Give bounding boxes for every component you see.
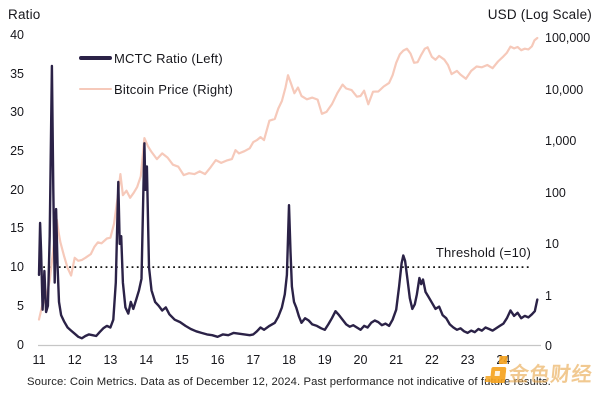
left-axis-title: Ratio (8, 7, 41, 22)
bitcoin-price-line (37, 36, 539, 321)
right-axis-tick: 100 (545, 185, 566, 200)
left-axis-tick: 0 (17, 337, 24, 352)
x-axis-tick: 19 (317, 353, 332, 367)
right-axis-tick: 1 (545, 289, 552, 303)
x-axis-tick: 13 (103, 353, 118, 367)
legend-item-mctc-ratio: MCTC Ratio (Left) (79, 49, 233, 67)
right-axis-tick: 10 (545, 237, 559, 252)
jinse-finance-logo-icon (484, 356, 508, 383)
x-axis-tick: 15 (174, 353, 189, 367)
left-axis-tick: 5 (17, 298, 24, 313)
bitcoin-price-line-swatch (79, 87, 112, 91)
source-note: Source: Coin Metrics. Data as of Decembe… (27, 376, 551, 388)
left-axis-tick: 15 (10, 221, 24, 236)
x-axis-tick: 23 (460, 353, 475, 367)
x-axis-tick: 12 (67, 353, 82, 367)
legend: MCTC Ratio (Left) Bitcoin Price (Right) (79, 49, 233, 111)
right-axis-tick: 0 (545, 338, 552, 353)
threshold-annotation: Threshold (=10) (435, 245, 531, 260)
legend-label: MCTC Ratio (Left) (114, 50, 223, 66)
left-axis-tick: 30 (10, 105, 24, 120)
x-axis-tick: 16 (210, 353, 225, 367)
x-axis-tick: 20 (353, 353, 368, 367)
x-axis-tick: 17 (246, 353, 261, 367)
x-axis-tick: 14 (139, 353, 154, 367)
legend-label: Bitcoin Price (Right) (114, 81, 234, 97)
x-axis-tick: 11 (32, 353, 46, 367)
left-axis-tick: 25 (10, 144, 24, 159)
x-axis-tick: 18 (282, 353, 296, 367)
mctc-ratio-line-swatch (79, 56, 112, 60)
right-axis-tick: 1,000 (545, 134, 577, 149)
left-axis-tick: 40 (10, 28, 24, 42)
left-axis-tick: 20 (10, 182, 24, 197)
x-axis-tick: 22 (424, 353, 439, 367)
left-axis-tick: 35 (10, 66, 24, 81)
watermark-text: 金色财经 (507, 363, 594, 386)
mctc-ratio-line (37, 64, 539, 340)
watermark: 金色财经 (484, 354, 595, 390)
legend-item-bitcoin-price: Bitcoin Price (Right) (79, 80, 233, 98)
right-axis-tick: 10,000 (545, 82, 584, 97)
right-axis-tick: 100,000 (545, 31, 591, 45)
x-axis-tick: 21 (389, 353, 404, 367)
right-axis-title: USD (Log Scale) (487, 7, 592, 22)
left-axis-tick: 10 (10, 260, 24, 275)
